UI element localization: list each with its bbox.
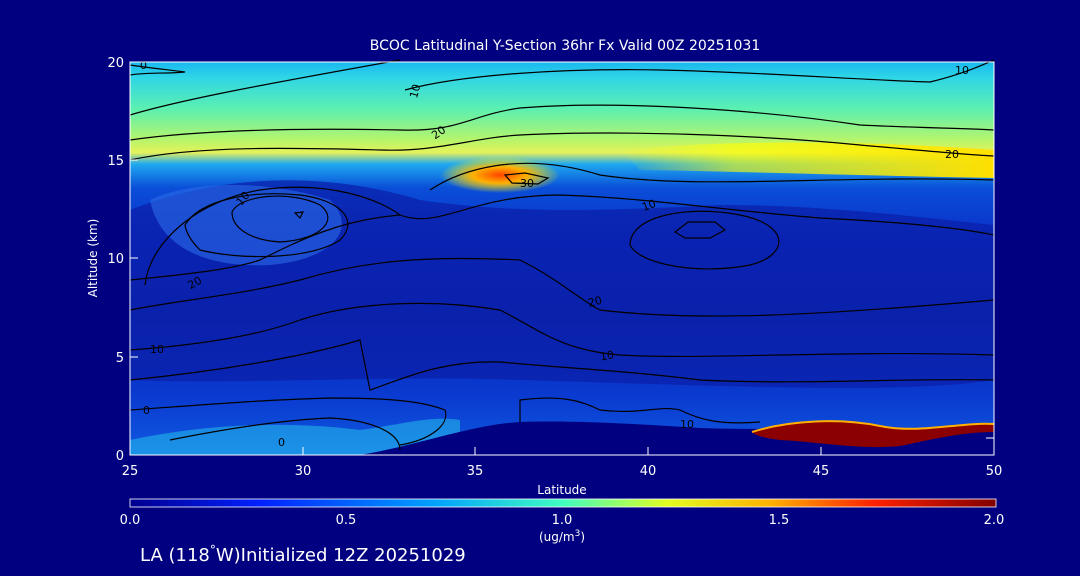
contour-label: 0 <box>278 436 285 449</box>
contour-line <box>169 417 401 451</box>
contour-line <box>129 339 995 391</box>
contour-line <box>129 59 401 116</box>
contour-line <box>129 257 995 317</box>
colorbar-tick-label: 0.0 <box>120 513 141 528</box>
contour-line <box>503 172 550 185</box>
contour-line <box>129 64 186 76</box>
contour-label: 10 <box>640 197 658 214</box>
x-tick-label: 45 <box>813 464 830 479</box>
x-tick-label: 30 <box>295 464 312 479</box>
plot-area: 0 10 20 10 20 30 10 20 10 20 10 0 0 10 1… <box>129 59 995 456</box>
surface-cyan-band <box>130 418 460 455</box>
contour-line <box>429 162 995 191</box>
y-tick-label: 10 <box>107 252 124 267</box>
chart-title: BCOC Latitudinal Y-Section 36hr Fx Valid… <box>370 38 760 54</box>
contour-label: 20 <box>945 148 959 161</box>
contour-label: 0 <box>143 404 150 417</box>
contour-line <box>293 211 305 220</box>
colorbar-tick-label: 2.0 <box>984 513 1005 528</box>
contour-line <box>231 195 329 243</box>
yellow-band-right <box>620 142 994 178</box>
contour-line <box>129 302 995 358</box>
contour-line <box>144 186 995 286</box>
contour-label: 10 <box>955 64 969 77</box>
contour-line <box>129 397 447 446</box>
footer-text: LA (118 <box>140 545 210 566</box>
colorbar-unit-close: ) <box>580 530 585 544</box>
y-tick-label: 20 <box>107 56 124 71</box>
contour-label: 20 <box>186 274 205 292</box>
contour-line <box>629 210 780 270</box>
contour-line <box>184 193 349 258</box>
contour-label: 10 <box>150 343 164 356</box>
contour-label: 30 <box>520 177 534 190</box>
x-tick-label: 25 <box>122 464 139 479</box>
y-axis <box>130 61 994 456</box>
contour-labels: 0 10 20 10 20 30 10 20 10 20 10 0 0 10 1… <box>140 59 969 449</box>
contour-line <box>673 221 727 239</box>
left-upper-blob <box>150 185 342 266</box>
x-axis-label: Latitude <box>537 483 586 497</box>
contour-line <box>404 59 995 91</box>
contour-label: 20 <box>587 294 604 310</box>
colorbar-tick-label: 0.5 <box>336 513 357 528</box>
contour-line <box>129 214 401 281</box>
contour-label: 10 <box>407 83 423 100</box>
y-tick-label: 0 <box>116 449 124 464</box>
contour-line <box>129 104 995 141</box>
x-tick-labels: 25 30 35 40 45 50 <box>122 464 1003 479</box>
footer-caption: LA (118°W)Initialized 12Z 20251029 <box>140 543 466 566</box>
surface-plume <box>752 421 994 448</box>
surface-plume-edge <box>751 420 995 433</box>
x-tick-label: 40 <box>640 464 657 479</box>
y-axis-label: Altitude (km) <box>86 219 100 298</box>
colorbar-unit-label: (ug/m3) <box>539 529 585 544</box>
contour-line <box>129 132 995 161</box>
contour-label: 10 <box>599 348 615 363</box>
colorbar-unit-sup: 3 <box>575 529 581 539</box>
colorbar-unit-text: (ug/m <box>539 530 575 544</box>
y-tick-label: 5 <box>116 351 124 366</box>
x-axis <box>129 447 995 455</box>
y-tick-label: 15 <box>107 154 124 169</box>
contour-line <box>519 397 761 424</box>
contour-lines <box>129 59 995 451</box>
footer-text2: W)Initialized 12Z 20251029 <box>216 545 466 566</box>
footer-degree: ° <box>210 543 216 557</box>
colorbar: 0.0 0.5 1.0 1.5 2.0 (ug/m3) <box>120 498 1005 544</box>
contour-label: 10 <box>680 418 694 431</box>
x-tick-label: 35 <box>467 464 484 479</box>
contour-label: 0 <box>140 59 147 72</box>
colorbar-tick-label: 1.0 <box>552 513 573 528</box>
colorbar-bar <box>129 498 997 508</box>
x-tick-label: 50 <box>986 464 1003 479</box>
colorbar-tick-label: 1.5 <box>769 513 790 528</box>
y-tick-labels: 0 5 10 15 20 <box>107 56 124 464</box>
